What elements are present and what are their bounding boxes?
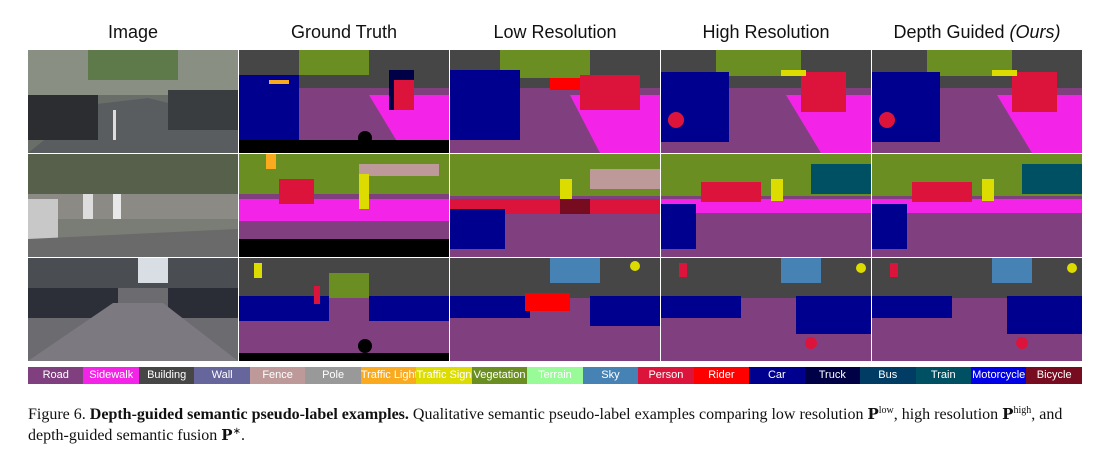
symbol-p-star: P∗ — [221, 426, 241, 444]
ground-truth-row2 — [239, 154, 449, 257]
low-resolution-row3 — [450, 258, 660, 361]
photo-row3 — [28, 258, 238, 361]
legend-item: Rider — [693, 367, 750, 384]
legend-item: Traffic Light — [360, 367, 417, 384]
column-header-image: Image — [107, 22, 159, 42]
symbol-p-low: Plow — [867, 405, 894, 423]
high-resolution-row1 — [661, 50, 871, 153]
legend-item: Traffic Sign — [416, 367, 472, 384]
legend-item: Person — [638, 367, 694, 384]
legend-item: Pole — [305, 367, 361, 384]
legend-item: Bicycle — [1026, 367, 1082, 384]
legend-item: Car — [749, 367, 805, 384]
legend-item: Motorcycle — [970, 367, 1027, 384]
figure-label: Figure 6. — [28, 406, 86, 423]
ground-truth-row3 — [239, 258, 449, 361]
depth-guided-row2 — [872, 154, 1082, 257]
class-legend: Road Sidewalk Building Wall Fence Pole Traffic… — [28, 367, 1082, 384]
caption-title: Depth-guided semantic pseudo-label examp… — [89, 406, 409, 423]
low-resolution-row1 — [450, 50, 660, 153]
ground-truth-row1 — [239, 50, 449, 153]
low-resolution-row2 — [450, 154, 660, 257]
photo-row1 — [28, 50, 238, 153]
figure-caption: Figure 6. Depth-guided semantic pseudo-l… — [28, 405, 1063, 444]
depth-guided-row3 — [872, 258, 1082, 361]
legend-item: Train — [915, 367, 971, 384]
depth-guided-row1 — [872, 50, 1082, 153]
legend-item: Truck — [804, 367, 861, 384]
legend-item: Bus — [860, 367, 916, 384]
column-header-ground-truth: Ground Truth — [290, 22, 398, 42]
legend-item: Wall — [194, 367, 250, 384]
legend-item: Sidewalk — [83, 367, 139, 384]
legend-item: Building — [138, 367, 195, 384]
legend-item: Terrain — [527, 367, 583, 384]
column-header-depth-guided: Depth Guided (Ours) — [893, 22, 1061, 42]
legend-item: Vegetation — [471, 367, 528, 384]
high-resolution-row3 — [661, 258, 871, 361]
legend-item: Fence — [249, 367, 306, 384]
photo-row2 — [28, 154, 238, 257]
legend-item: Sky — [582, 367, 639, 384]
high-resolution-row2 — [661, 154, 871, 257]
symbol-p-high: Phigh — [1002, 405, 1032, 423]
column-header-low-resolution: Low Resolution — [493, 22, 617, 42]
legend-item: Road — [28, 367, 84, 384]
column-header-high-resolution: High Resolution — [702, 22, 830, 42]
